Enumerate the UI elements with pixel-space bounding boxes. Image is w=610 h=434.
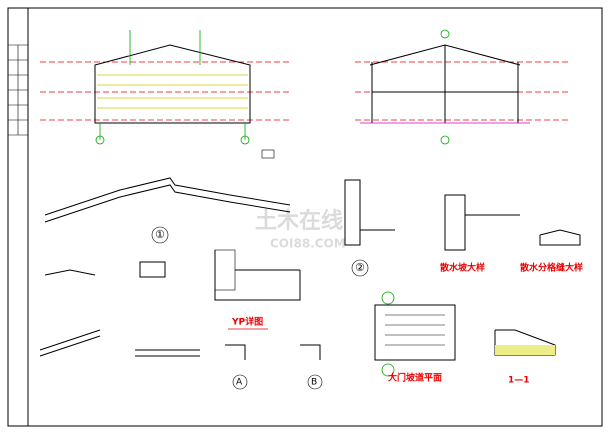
- yp-detail: [214, 249, 301, 301]
- detail-mark: ②: [355, 261, 365, 274]
- title-strip-rows: [8, 44, 28, 136]
- roof-detail: [44, 177, 291, 244]
- wall-detail: [344, 179, 395, 277]
- caption: 散水分格缝大样: [520, 262, 583, 274]
- watermark: 土木在线: [255, 208, 343, 234]
- small-details: [39, 261, 323, 390]
- section-1-1: [494, 329, 556, 356]
- sheet-frame: [7, 7, 603, 427]
- detail-mark: ①: [155, 228, 165, 241]
- watermark-sub: COI88.COM: [270, 237, 346, 251]
- section: [355, 29, 570, 145]
- apron-detail: [444, 194, 581, 251]
- elevation: [40, 30, 290, 159]
- caption: YP详图: [231, 316, 263, 328]
- ramp-plan: [374, 291, 456, 377]
- axis-mark: A: [236, 378, 243, 388]
- axis-mark: B: [311, 378, 317, 388]
- caption: 1—1: [508, 376, 530, 386]
- caption: 大门坡道平面: [388, 372, 442, 384]
- caption: 散水坡大样: [440, 262, 485, 274]
